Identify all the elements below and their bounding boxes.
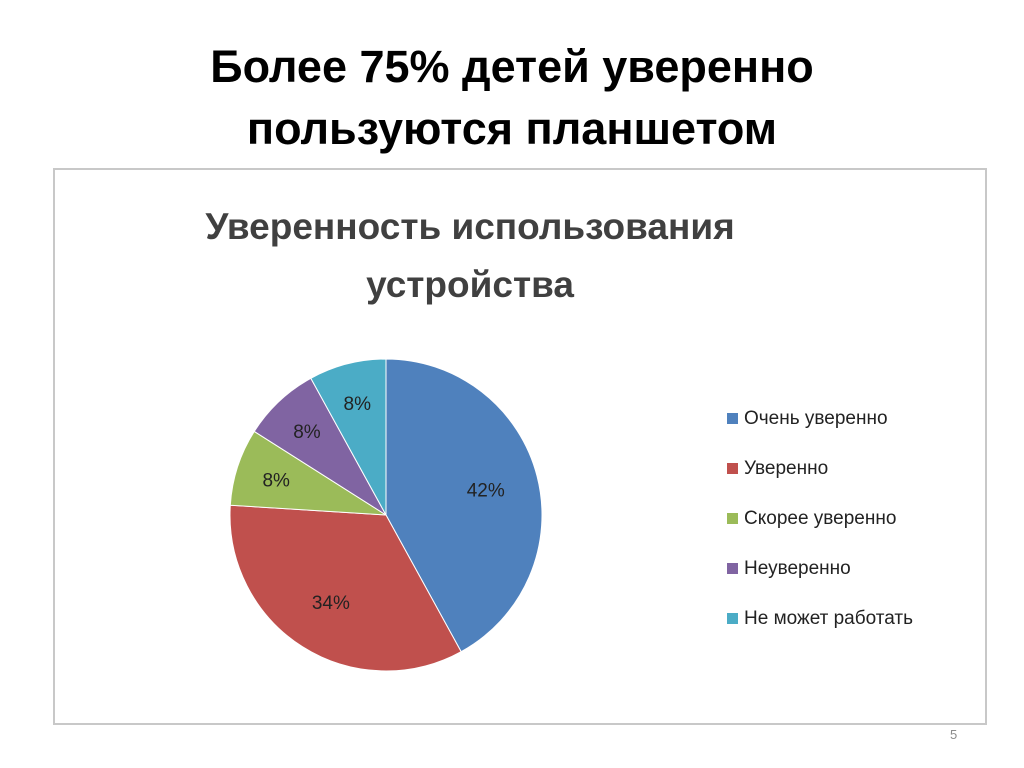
data-label-4: 8% [293, 422, 321, 443]
data-label-3: 8% [262, 470, 290, 491]
data-label-2: 34% [312, 593, 350, 614]
data-label-5: 8% [344, 394, 372, 415]
legend-item-3: Скорее уверенно [727, 506, 913, 531]
legend-item-2: Уверенно [727, 456, 913, 481]
legend-item-4: Неуверенно [727, 556, 913, 581]
slide-title: Более 75% детей уверенно пользуются план… [0, 36, 1024, 160]
legend-label: Уверенно [744, 457, 829, 479]
legend-label: Очень уверенно [744, 407, 888, 429]
slide-title-line-2: пользуются планшетом [246, 103, 778, 154]
legend-swatch [727, 413, 738, 424]
legend-item-1: Очень уверенно [727, 406, 913, 431]
legend-label: Неуверенно [744, 557, 851, 579]
slide-number: 5 [950, 727, 958, 742]
slice-5 [310, 358, 387, 516]
chart-title: Уверенность использования устройства [55, 198, 885, 314]
chart-legend: Очень уверенно Уверенно Скорее уверенно Неу… [727, 406, 913, 656]
legend-label: Не может работать [744, 607, 914, 629]
slide-title-line-1: Более 75% детей уверенно [210, 41, 814, 92]
legend-swatch [727, 463, 738, 474]
slice-1 [385, 358, 543, 653]
data-label-1: 42% [467, 480, 505, 501]
chart-title-line-2: устройства [366, 264, 574, 305]
legend-swatch [727, 513, 738, 524]
legend-swatch [727, 563, 738, 574]
legend-item-5: Не может работать [727, 606, 913, 631]
pie-chart: 42% 34% 8% 8% 8% [229, 358, 543, 672]
legend-label: Скорее уверенно [744, 507, 897, 529]
slice-2 [229, 504, 462, 672]
legend-swatch [727, 613, 738, 624]
chart-title-line-1: Уверенность использования [205, 206, 735, 247]
chart-frame: Уверенность использования устройства 42%… [53, 168, 987, 725]
